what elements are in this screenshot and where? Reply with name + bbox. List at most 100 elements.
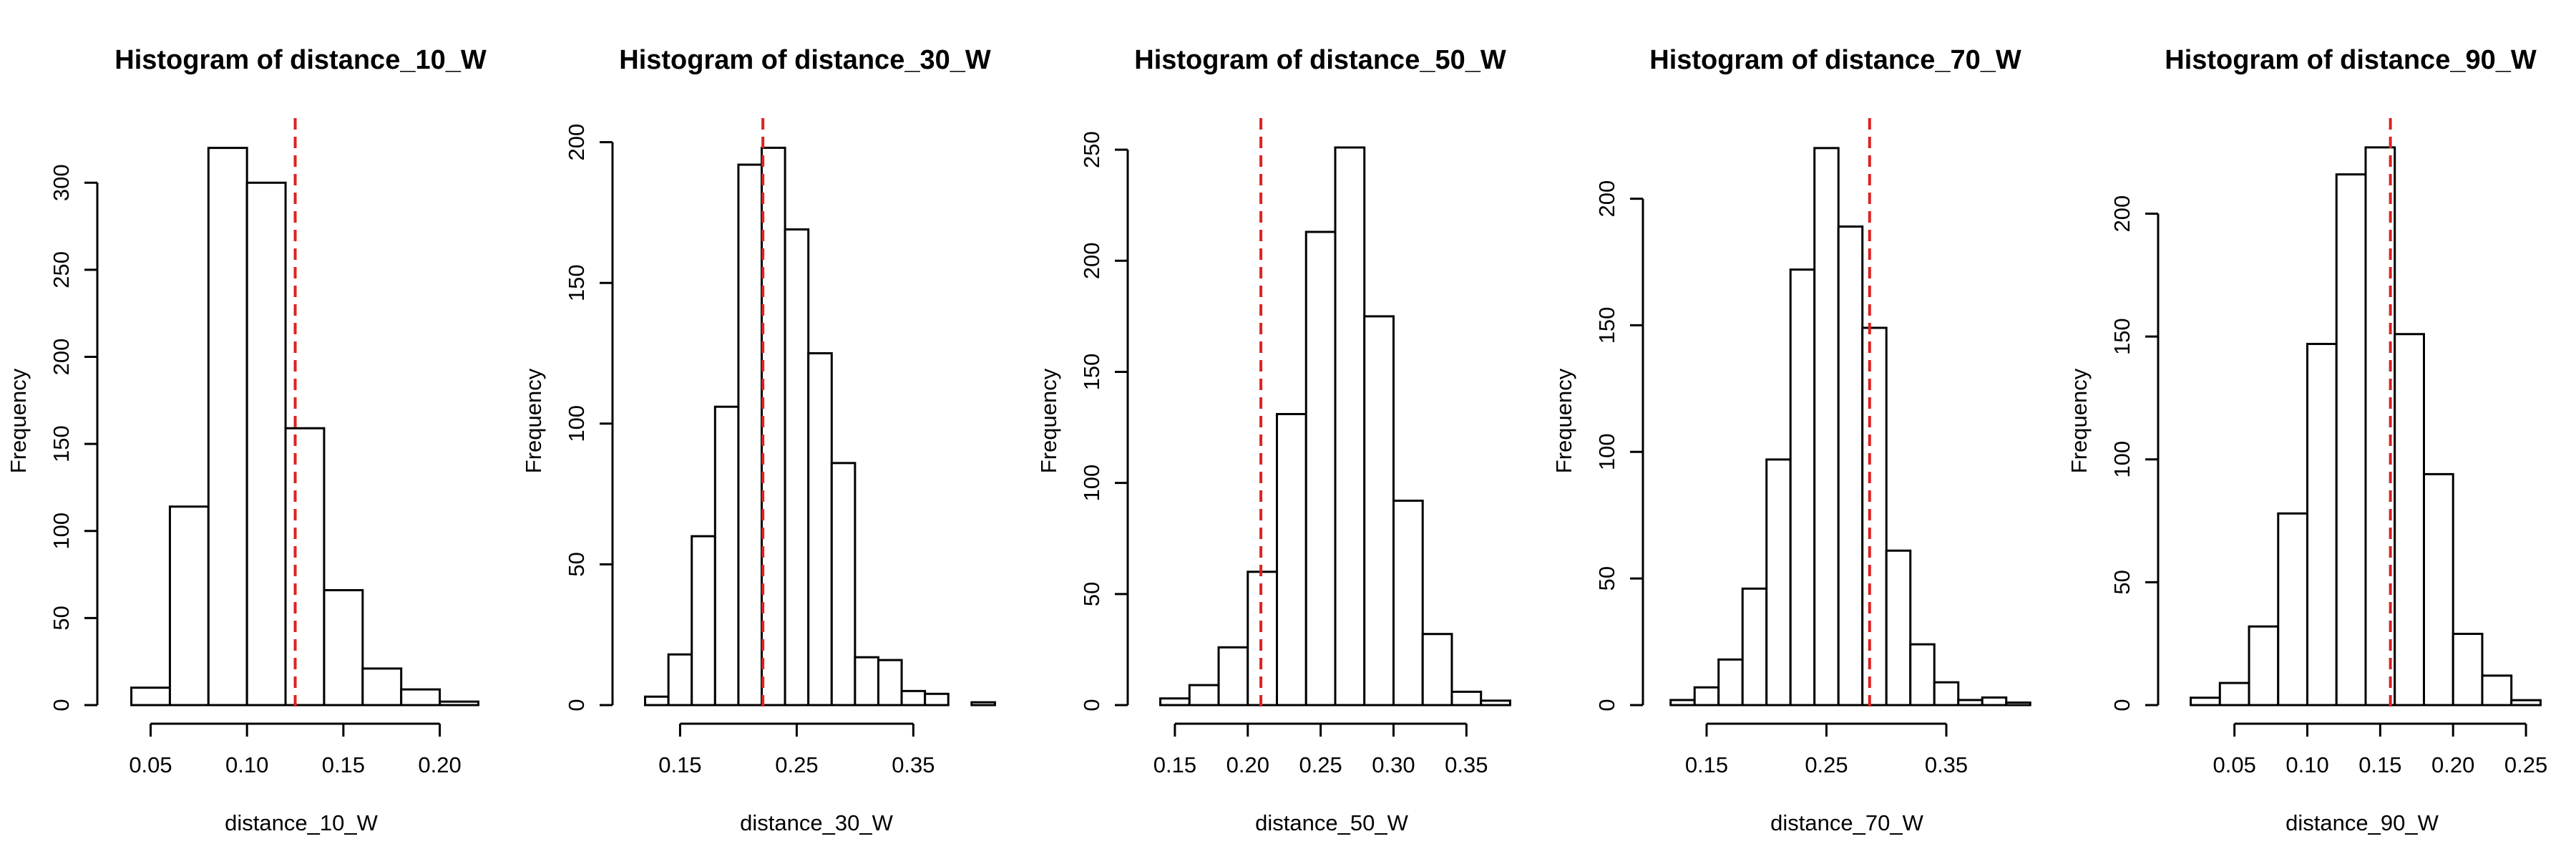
chart-title: Histogram of distance_50_W	[1134, 45, 1506, 75]
histogram-bar	[784, 228, 810, 707]
histogram-bar	[168, 505, 210, 707]
x-tick-label: 0.15	[322, 752, 365, 777]
x-tick-label: 0.10	[2285, 752, 2328, 777]
histogram-bar	[323, 588, 364, 707]
y-axis-label: Frequency	[1036, 368, 1061, 473]
y-tick-label: 100	[564, 405, 589, 442]
histogram-bar	[2451, 632, 2484, 707]
histogram-bar	[2481, 674, 2513, 707]
x-tick-label: 0.20	[1226, 752, 1269, 777]
histogram-bar	[2248, 625, 2280, 707]
histogram-bar	[1217, 646, 1249, 707]
y-tick-label: 50	[2109, 570, 2135, 594]
histogram-bar	[737, 163, 763, 707]
histogram-panel: Histogram of distance_90_W 0.05 0.10 0.15 0.…	[2061, 0, 2576, 859]
x-tick-label: 0.05	[129, 752, 172, 777]
histogram-bar	[361, 667, 403, 707]
x-tick-label: 0.25	[1805, 752, 1848, 777]
x-tick-label: 0.15	[1685, 752, 1728, 777]
x-tick-label: 0.15	[2358, 752, 2401, 777]
histogram-bar	[207, 147, 248, 707]
histogram-bar	[1276, 412, 1307, 707]
y-tick-label: 250	[1079, 131, 1104, 168]
histogram-bar	[1480, 699, 1511, 707]
histogram-bar	[2335, 173, 2367, 707]
y-axis-label: Frequency	[6, 368, 31, 473]
bars	[644, 146, 996, 707]
histogram-bar	[2190, 697, 2221, 707]
histogram-bar	[877, 659, 903, 707]
histogram-bar	[900, 689, 927, 707]
histogram-bar	[2510, 699, 2542, 707]
histogram-bar	[2422, 472, 2454, 707]
histogram-bar	[2005, 701, 2031, 707]
histogram-bar	[667, 653, 693, 707]
chart-title: Histogram of distance_90_W	[2165, 45, 2537, 75]
y-tick-label: 150	[564, 264, 589, 301]
histogram-bar	[970, 701, 996, 707]
x-tick-label: 0.35	[892, 752, 935, 777]
histogram-bar	[2218, 681, 2250, 707]
y-tick-label: 0	[2109, 699, 2135, 711]
y-tick-label: 250	[49, 251, 74, 288]
histogram-bar	[1981, 696, 2008, 707]
y-tick-label: 50	[564, 552, 589, 576]
x-axis-label: distance_10_W	[225, 810, 378, 835]
bars	[130, 147, 479, 707]
y-axis-label: Frequency	[1551, 368, 1576, 473]
histogram-panel: Histogram of distance_50_W 0.15 0.20 0.25 0.…	[1030, 0, 1546, 859]
bars	[1159, 146, 1511, 707]
histogram-bar	[439, 700, 479, 707]
x-tick-label: 0.15	[1153, 752, 1196, 777]
y-tick-label: 0	[49, 699, 74, 711]
histogram-svg: Histogram of distance_70_W 0.15 0.25 0.35 0 5…	[1551, 45, 2031, 835]
y-tick-label: 300	[49, 164, 74, 201]
histogram-bar	[1957, 699, 1984, 707]
histogram-svg: Histogram of distance_10_W 0.05 0.10 0.15 0.…	[6, 45, 487, 835]
histogram-bar	[400, 688, 441, 707]
histogram-bar	[1909, 643, 1936, 707]
y-tick-label: 100	[1594, 433, 1619, 470]
x-axis-label: distance_50_W	[1255, 810, 1408, 835]
x-tick-label: 0.10	[225, 752, 268, 777]
y-axis-label: Frequency	[521, 368, 546, 473]
histogram-svg: Histogram of distance_50_W 0.15 0.20 0.25 0.…	[1036, 45, 1511, 835]
histogram-bar	[1789, 268, 1816, 707]
histogram-bar	[1837, 225, 1864, 707]
histogram-bar	[1188, 684, 1220, 707]
histogram-svg: Histogram of distance_90_W 0.05 0.10 0.15 0.…	[2067, 45, 2547, 835]
histogram-bar	[1159, 697, 1191, 707]
histogram-bar	[924, 692, 950, 707]
histogram-bar	[284, 427, 326, 707]
histogram-panel: Histogram of distance_70_W 0.15 0.25 0.35 0 5…	[1546, 0, 2061, 859]
histogram-bar	[1304, 230, 1337, 707]
y-tick-label: 200	[564, 124, 589, 161]
histogram-bar	[245, 181, 287, 707]
x-tick-label: 0.20	[418, 752, 461, 777]
x-tick-label: 0.35	[1925, 752, 1968, 777]
histogram-bar	[1363, 315, 1395, 707]
bars	[1669, 147, 2031, 707]
histogram-bar	[1861, 326, 1888, 707]
histogram-bar	[807, 351, 833, 707]
x-tick-label: 0.25	[2504, 752, 2547, 777]
histogram-bar	[1885, 549, 1912, 707]
histogram-panel: Histogram of distance_30_W 0.15 0.25 0.35 0 5…	[515, 0, 1030, 859]
histogram-bar	[1669, 699, 1696, 707]
histogram-panel: Histogram of distance_10_W 0.05 0.10 0.15 0.…	[0, 0, 515, 859]
y-tick-label: 50	[49, 606, 74, 630]
histogram-bar	[713, 405, 740, 707]
histogram-bar	[830, 462, 857, 707]
histogram-bar	[1693, 686, 1720, 707]
y-tick-label: 150	[2109, 318, 2135, 355]
y-tick-label: 0	[1594, 699, 1619, 711]
y-tick-label: 0	[1079, 699, 1104, 711]
histogram-svg: Histogram of distance_30_W 0.15 0.25 0.35 0 5…	[521, 45, 996, 835]
x-tick-label: 0.35	[1445, 752, 1488, 777]
histogram-bar	[1421, 633, 1453, 707]
y-tick-label: 150	[49, 425, 74, 462]
histogram-bar	[1813, 147, 1840, 707]
x-tick-label: 0.15	[658, 752, 701, 777]
y-tick-label: 50	[1594, 566, 1619, 591]
